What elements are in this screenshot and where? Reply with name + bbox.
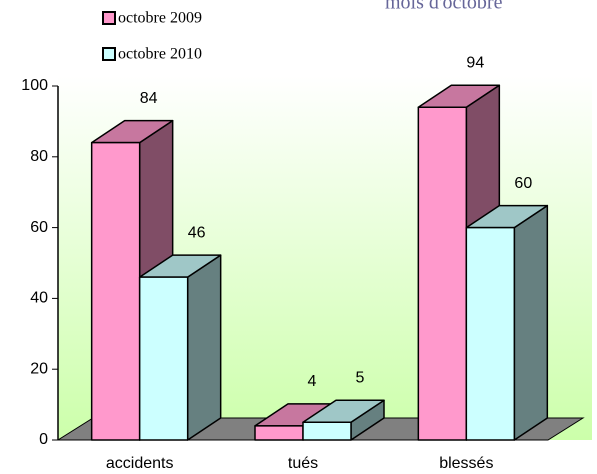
legend-label: octobre 2010: [118, 46, 202, 63]
bar-side: [513, 204, 549, 441]
chart-title: mois d'octobre: [385, 0, 503, 14]
y-tick-label: 80: [30, 148, 48, 165]
bar: [302, 421, 352, 441]
bar: [254, 425, 304, 441]
x-tick-label: accidents: [106, 455, 174, 472]
legend-swatch: [102, 11, 116, 25]
value-label: 84: [140, 90, 158, 107]
legend-swatch: [102, 47, 116, 61]
value-label: 4: [308, 373, 317, 390]
value-label: 46: [188, 224, 206, 241]
value-label: 94: [466, 54, 484, 71]
bar: [465, 226, 516, 441]
legend-label: octobre 2009: [118, 10, 202, 27]
bar: [417, 106, 468, 441]
bar: [138, 276, 189, 441]
y-tick-label: 0: [39, 431, 48, 448]
bar: [90, 141, 141, 441]
value-label: 5: [356, 370, 365, 387]
y-tick-label: 20: [30, 360, 48, 377]
x-tick-label: blessés: [439, 455, 493, 472]
bar-side: [186, 254, 222, 441]
y-tick-label: 60: [30, 219, 48, 236]
value-label: 60: [514, 175, 532, 192]
x-tick-label: tués: [288, 455, 318, 472]
y-tick-label: 40: [30, 290, 48, 307]
y-tick-label: 100: [21, 77, 48, 94]
